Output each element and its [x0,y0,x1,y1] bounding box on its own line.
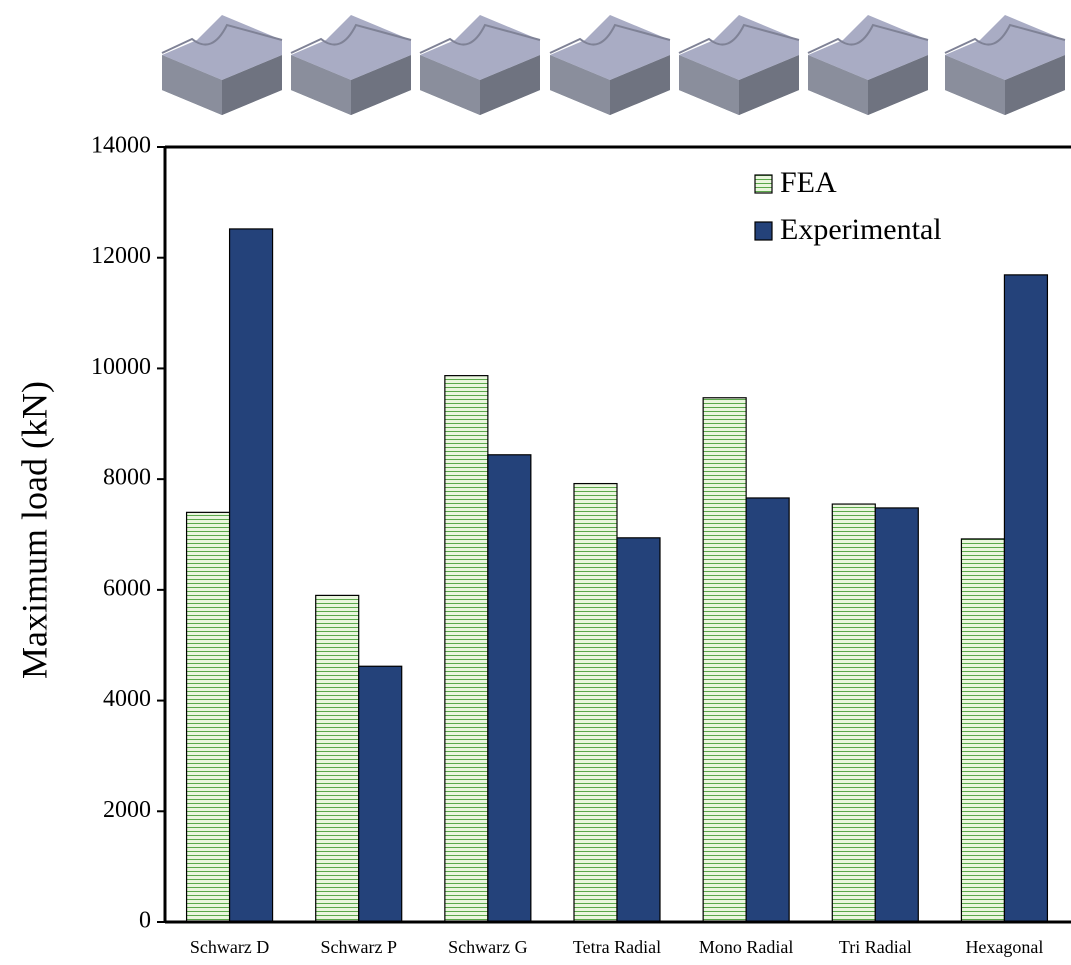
bar [487,454,532,923]
y-tick-label: 6000 [103,575,151,601]
bar [745,497,790,923]
x-tick-label: Schwarz G [448,937,527,957]
x-tick-label: Hexagonal [965,937,1043,957]
legend-swatch [754,221,773,241]
x-tick-label: Schwarz D [190,937,269,957]
bar [960,538,1006,923]
bar [573,482,618,923]
y-tick-label: 8000 [103,465,151,491]
bar [185,511,231,923]
x-tick-label: Tri Radial [839,937,912,957]
x-tick-label: Schwarz P [320,937,396,957]
bar [358,665,403,923]
bar [616,537,661,923]
y-tick-label: 12000 [91,243,151,269]
bar [444,375,489,923]
bar [228,228,274,923]
y-tick-label: 2000 [103,797,151,823]
x-tick-label: Mono Radial [699,937,794,957]
y-tick-label: 10000 [91,354,151,380]
legend-label: Experimental [780,213,942,246]
bar [874,507,919,923]
x-tick-label: Tetra Radial [573,937,661,957]
bar [315,594,360,923]
y-tick-label: 14000 [91,133,151,159]
bar [1003,274,1049,923]
lattice-images [161,14,1066,116]
legend-swatch [754,174,773,194]
legend-label: FEA [780,166,837,199]
y-axis-title: Maximum load (kN) [14,381,54,679]
bar [702,397,747,923]
y-tick-label: 0 [139,908,151,934]
y-tick-label: 4000 [103,686,151,712]
bar [831,503,876,923]
